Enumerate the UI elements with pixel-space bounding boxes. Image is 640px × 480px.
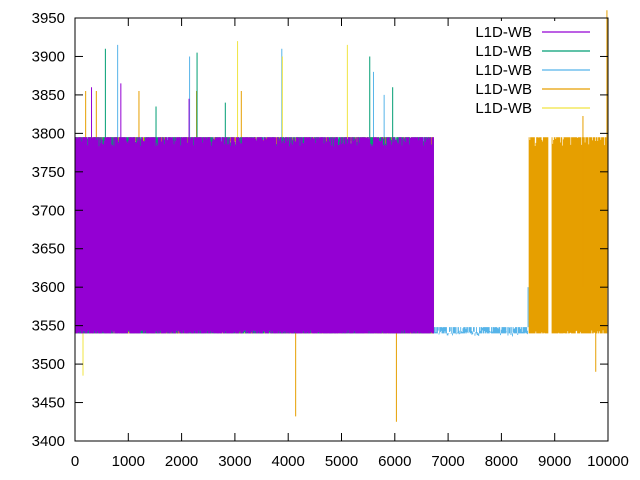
y-tick-label: 3700 [32,202,65,219]
series-1-band-1 [75,137,434,334]
y-tick-label: 3750 [32,164,65,181]
series-4-band-10 [551,137,608,334]
series-3-band-3 [433,327,528,337]
x-tick-label: 0 [71,453,79,470]
y-tick-label: 3800 [32,125,65,142]
legend-entry-bg [470,97,598,116]
y-tick-label: 3550 [32,318,65,335]
legend-entry-bg [470,21,598,40]
legend-label: L1D-WB [475,62,532,79]
legend-label: L1D-WB [475,24,532,41]
x-tick-label: 2000 [165,453,198,470]
axes: 3400 3450 3500 3550 3600 3650 3700 3750 3800 3850… [32,10,629,470]
legend-label: L1D-WB [475,43,532,60]
y-tick-label: 3650 [32,241,65,258]
x-tick-label: 8000 [485,453,518,470]
legend-entry-bg [470,40,598,59]
x-tick-label: 9000 [538,453,571,470]
x-tick-label: 5000 [325,453,358,470]
x-tick-label: 4000 [272,453,305,470]
x-tick-label: 1000 [112,453,145,470]
x-tick-label: 10000 [587,453,629,470]
legend-label: L1D-WB [475,100,532,117]
y-tick-label: 3450 [32,395,65,412]
x-tick-label: 7000 [431,453,464,470]
y-tick-label: 3400 [32,433,65,450]
series-1 [75,83,434,334]
y-tick-label: 3850 [32,87,65,104]
x-tick-label: 3000 [218,453,251,470]
legend-label: L1D-WB [475,81,532,98]
y-tick-label: 3500 [32,356,65,373]
legend: L1D-WB L1D-WB L1D-WB L1D-WB L1D-WB [470,21,598,117]
y-tick-label: 3900 [32,48,65,65]
legend-entry-bg [470,59,598,78]
x-tick-label: 6000 [378,453,411,470]
series-4-band-9 [528,137,549,334]
legend-entry-bg [470,78,598,97]
y-tick-label: 3600 [32,279,65,296]
plot-area [75,10,608,422]
y-tick-label: 3950 [32,10,65,27]
